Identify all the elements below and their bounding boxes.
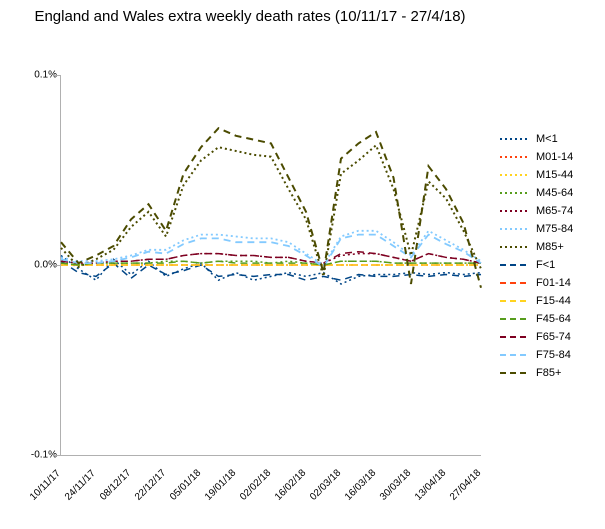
series-line [61, 235, 481, 267]
legend-item: M85+ [500, 238, 573, 256]
legend-item: F85+ [500, 364, 573, 382]
legend-label: F85+ [536, 367, 561, 379]
legend-item: M<1 [500, 130, 573, 148]
xtick-label: 30/03/18 [378, 467, 413, 502]
legend-item: M01-14 [500, 148, 573, 166]
ytick-label: -0.1% [31, 450, 57, 461]
series-line [61, 261, 481, 280]
legend-label: M<1 [536, 133, 558, 145]
legend-item: F75-84 [500, 346, 573, 364]
legend-label: M65-74 [536, 205, 573, 217]
xtick-label: 10/11/17 [28, 468, 63, 503]
legend-label: F45-64 [536, 313, 571, 325]
legend-item: M65-74 [500, 202, 573, 220]
legend-label: M45-64 [536, 187, 573, 199]
chart-container: England and Wales extra weekly death rat… [0, 0, 605, 529]
legend-item: M15-44 [500, 166, 573, 184]
xtick-label: 24/11/17 [63, 468, 98, 503]
legend-label: M15-44 [536, 169, 573, 181]
legend-label: F75-84 [536, 349, 571, 361]
legend-item: F01-14 [500, 274, 573, 292]
legend-swatch [500, 156, 530, 158]
xtick-label: 16/02/18 [273, 467, 308, 502]
xtick-label: 05/01/18 [168, 467, 203, 502]
legend-label: M85+ [536, 241, 564, 253]
legend-swatch [500, 282, 530, 284]
legend-swatch [500, 336, 530, 338]
legend-label: F65-74 [536, 331, 571, 343]
legend-swatch [500, 354, 530, 356]
plot-area [60, 75, 481, 456]
legend-swatch [500, 210, 530, 212]
legend-swatch [500, 246, 530, 248]
ytick-label: 0.1% [34, 70, 57, 81]
xtick-label: 27/04/18 [448, 467, 483, 502]
legend-label: F<1 [536, 259, 555, 271]
legend-label: M75-84 [536, 223, 573, 235]
xtick-label: 02/03/18 [308, 467, 343, 502]
legend-swatch [500, 318, 530, 320]
legend-item: F<1 [500, 256, 573, 274]
legend: M<1 M01-14 M15-44 M45-64 M65-74 M75-84 M85+ F<1… [500, 130, 573, 382]
legend-swatch [500, 372, 530, 374]
ytick-label: 0.0% [34, 260, 57, 271]
legend-item: M75-84 [500, 220, 573, 238]
xtick-label: 16/03/18 [343, 467, 378, 502]
legend-item: F15-44 [500, 292, 573, 310]
series-line [61, 128, 481, 288]
legend-swatch [500, 300, 530, 302]
legend-label: F15-44 [536, 295, 571, 307]
xtick-label: 22/12/17 [133, 467, 168, 502]
legend-swatch [500, 192, 530, 194]
xtick-label: 08/12/17 [98, 467, 133, 502]
legend-item: M45-64 [500, 184, 573, 202]
xtick-label: 13/04/18 [413, 467, 448, 502]
xtick-label: 02/02/18 [238, 467, 273, 502]
legend-swatch [500, 264, 530, 266]
legend-item: F45-64 [500, 310, 573, 328]
legend-swatch [500, 138, 530, 140]
legend-swatch [500, 228, 530, 230]
legend-item: F65-74 [500, 328, 573, 346]
xtick-label: 19/01/18 [203, 467, 238, 502]
legend-swatch [500, 174, 530, 176]
legend-label: M01-14 [536, 151, 573, 163]
legend-label: F01-14 [536, 277, 571, 289]
chart-title: England and Wales extra weekly death rat… [0, 8, 500, 25]
plot-svg [61, 75, 481, 455]
